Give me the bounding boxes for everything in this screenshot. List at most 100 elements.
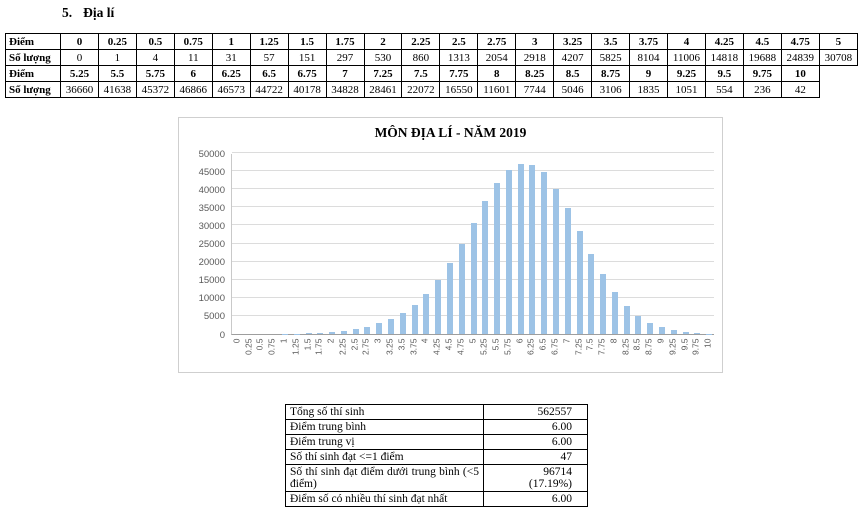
bar [446, 262, 453, 334]
x-axis-label: 8.25 [620, 338, 631, 356]
section-title: Địa lí [83, 5, 115, 20]
summary-value: 6.00 [483, 419, 588, 435]
x-axis-label: 1.75 [313, 338, 324, 356]
score-cell: 7 [325, 65, 365, 82]
score-cell: 1.5 [287, 33, 327, 50]
bar [647, 322, 654, 334]
bar [364, 326, 371, 334]
row-header: Điểm [5, 65, 61, 82]
count-cell: 7744 [515, 81, 555, 98]
score-table-lower: Điểm 5.25 5.5 5.75 6 6.25 6.5 6.75 7 7.25 7.5 7.75 8… [5, 65, 821, 98]
x-axis-label: 0.75 [266, 338, 277, 356]
score-cell: 5.5 [97, 65, 137, 82]
count-cell: 45372 [135, 81, 175, 98]
count-cell: 1313 [439, 49, 479, 66]
x-axis-label: 4 [419, 338, 430, 344]
bar [600, 274, 607, 334]
score-cell: 6.75 [287, 65, 327, 82]
count-cell: 11601 [477, 81, 517, 98]
count-cell: 1 [97, 49, 137, 66]
bar [517, 164, 524, 334]
score-cell: 6.5 [249, 65, 289, 82]
count-cell: 860 [401, 49, 441, 66]
row-header: Điểm [5, 33, 61, 50]
score-cell: 8.75 [591, 65, 631, 82]
x-axis-label: 1 [278, 338, 289, 344]
x-axis-label: 6.25 [525, 338, 536, 356]
bar [376, 323, 383, 334]
gridline [232, 206, 714, 208]
bar [411, 304, 418, 334]
count-cell: 8104 [629, 49, 668, 66]
x-axis-label: 2.25 [337, 338, 348, 356]
summary-label: Điểm trung vị [285, 434, 484, 450]
x-axis-label: 5 [467, 338, 477, 344]
score-cell: 4 [667, 33, 706, 50]
summary-value: 96714 (17.19%) [483, 464, 588, 492]
count-cell: 297 [325, 49, 365, 66]
count-cell: 16550 [439, 81, 479, 98]
gridline [232, 152, 714, 153]
score-cell: 8.25 [515, 65, 555, 82]
bar [340, 330, 347, 334]
gridline [232, 188, 714, 190]
score-cell: 8 [477, 65, 517, 82]
count-cell: 44722 [249, 81, 289, 98]
score-cell: 6 [173, 65, 213, 82]
score-cell: 0.5 [135, 33, 175, 50]
bar [435, 280, 442, 334]
score-cell: 0.25 [97, 33, 137, 50]
y-axis-label: 35000 [198, 202, 225, 214]
plot-area [231, 152, 714, 335]
score-cell: 3.25 [553, 33, 593, 50]
x-axis-label: 9.5 [679, 338, 690, 351]
bar [399, 312, 406, 334]
x-axis-label: 0 [231, 338, 242, 344]
score-cell: 3.5 [591, 33, 631, 50]
summary-value: 562557 [483, 404, 588, 420]
summary-label: Điểm số có nhiều thí sinh đạt nhất [285, 491, 484, 507]
summary-value: 6.00 [483, 491, 588, 507]
count-cell: 11006 [667, 49, 706, 66]
y-axis-label: 10000 [198, 293, 225, 305]
x-axis-label: 9.25 [667, 338, 678, 356]
bar [694, 333, 701, 334]
summary-row: Điểm trung bình 6.00 [285, 419, 588, 435]
bar [388, 318, 395, 334]
x-axis-label: 2.75 [360, 338, 371, 356]
count-cell: 14818 [704, 49, 744, 66]
x-axis-label: 0.5 [254, 338, 265, 351]
x-axis-label: 1.5 [302, 338, 313, 351]
x-axis-label: 7.75 [596, 338, 607, 356]
score-cell: 1.25 [249, 33, 289, 50]
count-cell: 11 [173, 49, 213, 66]
summary-value: 6.00 [483, 434, 588, 450]
x-axis-label: 3.5 [396, 338, 407, 351]
x-axis-label: 3.75 [408, 338, 419, 356]
summary-row: Điểm số có nhiều thí sinh đạt nhất 6.00 [285, 491, 588, 507]
gridline [232, 170, 714, 172]
score-cell: 4.5 [742, 33, 782, 50]
count-cell: 30708 [818, 49, 859, 66]
x-axis-label: 6.75 [549, 338, 560, 356]
score-cell: 4.75 [780, 33, 820, 50]
score-table-upper: Điểm 0 0.25 0.5 0.75 1 1.25 1.5 1.75 2 2.25 2.5 2.75… [5, 33, 859, 66]
x-axis-label: 9.75 [690, 338, 701, 356]
count-cell: 22072 [401, 81, 441, 98]
score-cell: 1.75 [325, 33, 365, 50]
count-cell: 28461 [363, 81, 403, 98]
count-cell: 236 [742, 81, 782, 98]
bar [658, 327, 665, 334]
score-cell: 3 [515, 33, 555, 50]
y-axis-label: 45000 [198, 166, 225, 178]
summary-label: Điểm trung bình [285, 419, 484, 435]
bar [588, 254, 595, 334]
score-cell: 9.25 [667, 65, 706, 82]
count-cell: 24839 [780, 49, 820, 66]
score-cell: 9.75 [742, 65, 782, 82]
bar [505, 169, 512, 334]
section-number: 5. [62, 5, 73, 20]
x-axis-label: 7.25 [573, 338, 584, 356]
summary-label: Số thí sinh đạt <=1 điểm [285, 449, 484, 465]
y-axis-label: 25000 [198, 239, 225, 250]
